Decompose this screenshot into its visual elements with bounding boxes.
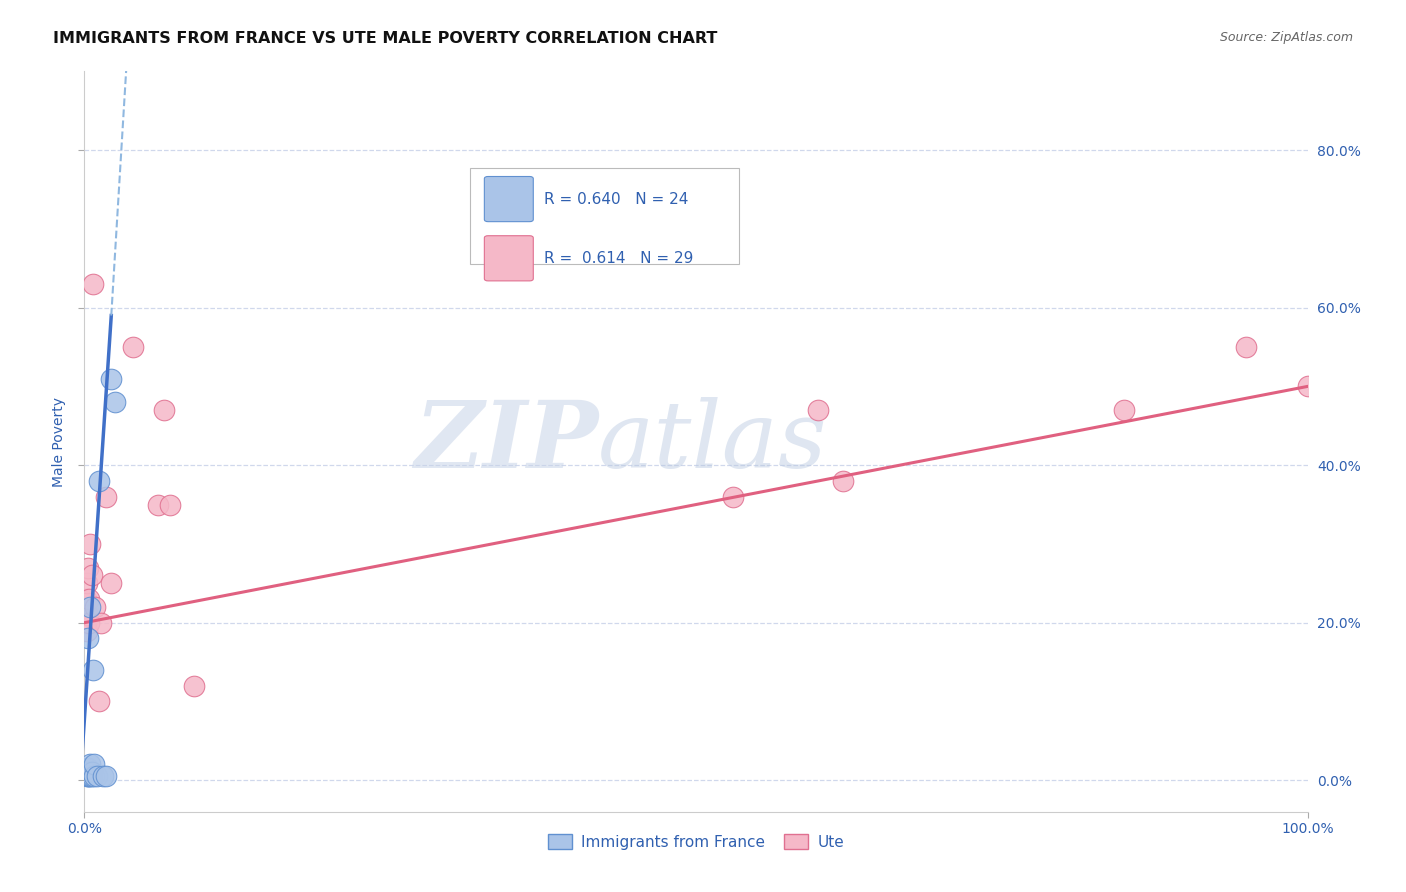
- Point: [77, 632, 100, 646]
- Point: [96, 490, 118, 504]
- Text: IMMIGRANTS FROM FRANCE VS UTE MALE POVERTY CORRELATION CHART: IMMIGRANTS FROM FRANCE VS UTE MALE POVER…: [53, 31, 718, 46]
- Point: [153, 403, 176, 417]
- FancyBboxPatch shape: [470, 168, 738, 264]
- Point: [80, 765, 103, 780]
- Point: [79, 757, 101, 772]
- Point: [76, 761, 98, 775]
- Point: [75, 592, 97, 607]
- Point: [91, 769, 114, 783]
- Point: [76, 765, 98, 780]
- Point: [831, 474, 853, 488]
- Point: [79, 537, 101, 551]
- Point: [77, 765, 100, 780]
- Point: [75, 615, 97, 630]
- Point: [84, 599, 107, 614]
- Point: [77, 769, 100, 783]
- Point: [77, 769, 100, 783]
- Point: [79, 769, 101, 783]
- Point: [77, 765, 100, 780]
- Point: [76, 624, 98, 638]
- Point: [122, 340, 145, 354]
- Point: [77, 607, 100, 622]
- Text: R =  0.614   N = 29: R = 0.614 N = 29: [544, 251, 693, 266]
- Point: [90, 615, 112, 630]
- Point: [159, 498, 181, 512]
- FancyBboxPatch shape: [484, 177, 533, 221]
- Point: [75, 607, 97, 622]
- Point: [1114, 403, 1136, 417]
- Point: [82, 277, 104, 291]
- Point: [1296, 379, 1319, 393]
- Point: [76, 769, 98, 783]
- Text: Source: ZipAtlas.com: Source: ZipAtlas.com: [1219, 31, 1353, 45]
- Point: [807, 403, 830, 417]
- Text: ZIP: ZIP: [413, 397, 598, 486]
- Point: [82, 663, 104, 677]
- Point: [80, 568, 103, 582]
- Point: [146, 498, 169, 512]
- Legend: Immigrants from France, Ute: Immigrants from France, Ute: [541, 828, 851, 856]
- Point: [183, 679, 205, 693]
- FancyBboxPatch shape: [484, 235, 533, 281]
- Point: [77, 615, 100, 630]
- Point: [87, 694, 110, 708]
- Point: [79, 599, 101, 614]
- Point: [80, 769, 103, 783]
- Point: [100, 576, 122, 591]
- Point: [77, 560, 100, 574]
- Point: [1236, 340, 1258, 354]
- Point: [721, 490, 744, 504]
- Text: R = 0.640   N = 24: R = 0.640 N = 24: [544, 192, 689, 207]
- Point: [87, 474, 110, 488]
- Point: [104, 395, 127, 409]
- Point: [83, 757, 105, 772]
- Point: [86, 769, 108, 783]
- Point: [77, 592, 100, 607]
- Point: [76, 576, 98, 591]
- Point: [96, 769, 118, 783]
- Point: [77, 761, 100, 775]
- Point: [100, 371, 122, 385]
- Point: [83, 769, 105, 783]
- Point: [76, 607, 98, 622]
- Text: atlas: atlas: [598, 397, 828, 486]
- Y-axis label: Male Poverty: Male Poverty: [52, 397, 66, 486]
- Point: [79, 765, 101, 780]
